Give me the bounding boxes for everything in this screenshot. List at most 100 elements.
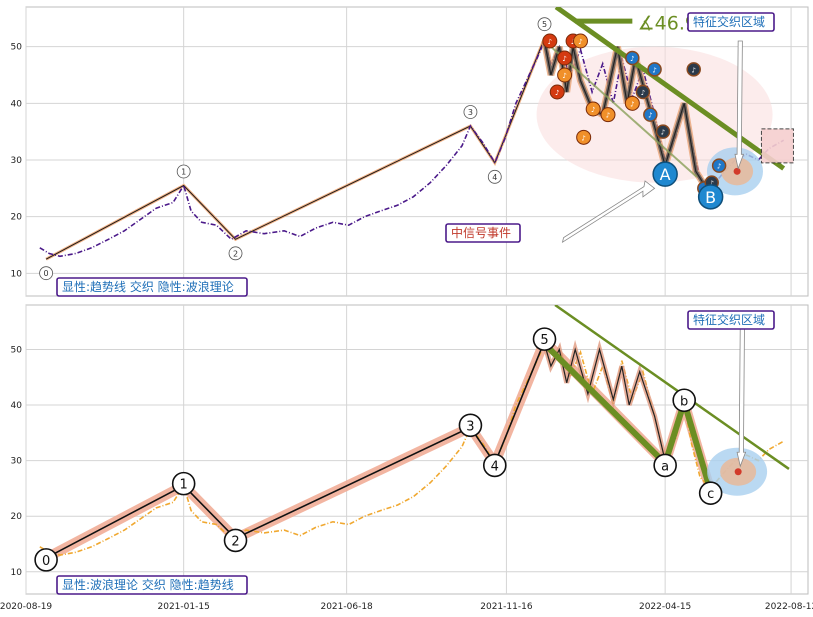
wave-label-marker bbox=[653, 453, 677, 478]
wave-letter-marker bbox=[697, 184, 724, 210]
orange-signal-glyph: ♪ bbox=[548, 38, 552, 46]
orange-signal-glyph: ♪ bbox=[606, 112, 610, 120]
trendline-thick-a bbox=[542, 341, 668, 466]
signal-line bbox=[543, 343, 666, 461]
zone-label-box bbox=[687, 310, 775, 330]
wave-label-marker bbox=[34, 548, 58, 572]
blue-signal-marker bbox=[711, 158, 727, 173]
blue-signal-glyph: ♪ bbox=[691, 66, 695, 74]
x-tick-label: 2022-04-15 bbox=[639, 602, 691, 612]
blue-signal-glyph: ♪ bbox=[717, 163, 721, 171]
orange-signal-glyph: ♪ bbox=[591, 106, 595, 114]
wave-number-marker bbox=[228, 246, 243, 261]
orange-signal-marker bbox=[572, 33, 588, 49]
trendline-thick-b bbox=[662, 401, 688, 465]
x-tick-label: 2020-08-19 bbox=[0, 602, 52, 612]
blue-signal-marker bbox=[647, 62, 662, 77]
orange-signal-marker bbox=[557, 67, 573, 83]
wave-label: 2 bbox=[231, 534, 239, 549]
orange-signal-marker bbox=[600, 107, 616, 123]
plot-inner: 0 1 2 3 4 5 a b c bbox=[34, 305, 790, 572]
blue-signal-glyph: ♪ bbox=[630, 55, 634, 63]
wave-number-marker bbox=[537, 17, 552, 32]
x-tick-label: 2021-11-16 bbox=[480, 602, 533, 612]
blue-signal-marker bbox=[655, 124, 671, 139]
wave-label: 1 bbox=[180, 478, 188, 493]
y-tick-label: 50 bbox=[11, 345, 23, 355]
legend-box bbox=[56, 575, 248, 595]
blue-signal-glyph: ♪ bbox=[648, 112, 652, 120]
y-tick-label: 20 bbox=[11, 512, 23, 522]
y-tick-label: 40 bbox=[11, 401, 23, 411]
blue-signal-glyph: ♪ bbox=[709, 180, 713, 188]
trendline-inner bbox=[543, 40, 698, 178]
wave-label-marker bbox=[532, 327, 557, 351]
orange-signal-glyph: ♪ bbox=[630, 100, 634, 108]
orange-signal-glyph: ♪ bbox=[555, 89, 559, 97]
trendline-main bbox=[554, 7, 786, 171]
wave-number-label: 4 bbox=[492, 173, 497, 182]
legend-box bbox=[56, 277, 248, 297]
wave-letter-label: B bbox=[705, 188, 716, 207]
wave-letter-label: A bbox=[660, 165, 671, 184]
wave-label-marker bbox=[698, 481, 723, 505]
wave-label: 3 bbox=[466, 419, 474, 434]
wave-label: 5 bbox=[540, 333, 548, 348]
mid-signal-label: 中信号事件 bbox=[451, 225, 511, 240]
blue-signal-marker bbox=[625, 50, 640, 66]
zone-arrow bbox=[736, 321, 747, 468]
wave-number-marker bbox=[487, 169, 502, 184]
blue-signal-marker bbox=[686, 62, 701, 77]
y-tick-label: 10 bbox=[11, 568, 23, 578]
wave-number-label: 2 bbox=[233, 249, 238, 258]
wave-label: 4 bbox=[491, 459, 499, 474]
y-tick-label: 50 bbox=[11, 43, 23, 53]
blue-signal-glyph: ♪ bbox=[652, 66, 656, 74]
y-tick-label: 30 bbox=[11, 156, 23, 166]
blue-signal-marker bbox=[643, 107, 658, 122]
wave-label-marker bbox=[482, 453, 507, 478]
orange-signal-marker bbox=[585, 101, 601, 117]
wave-number-label: 5 bbox=[542, 20, 547, 29]
legend-text: 显性:波浪理论 交织 隐性:趋势线 bbox=[62, 577, 234, 592]
wave-number-label: 0 bbox=[44, 269, 49, 278]
wave-label-marker bbox=[672, 388, 696, 413]
dashed-zone-box bbox=[760, 128, 794, 164]
blue-signal-marker bbox=[635, 84, 651, 100]
blue-signal-glyph: ♪ bbox=[661, 129, 665, 137]
wave-letter-marker bbox=[652, 161, 678, 187]
trendline-upper bbox=[554, 305, 790, 470]
y-tick-label: 40 bbox=[11, 99, 23, 109]
zone-arrow bbox=[734, 40, 745, 170]
x-tick-label: 2021-01-15 bbox=[158, 602, 210, 612]
orange-signal-marker bbox=[624, 95, 640, 111]
orange-signal-marker bbox=[542, 33, 558, 49]
wave-number-label: 1 bbox=[181, 168, 186, 177]
zone-label: 特征交织区域 bbox=[693, 14, 765, 29]
trendline-thick-c bbox=[681, 401, 714, 493]
wave-number-marker bbox=[176, 164, 191, 179]
orange-signal-marker bbox=[549, 84, 565, 100]
mid-signal-arrow bbox=[561, 180, 656, 244]
wave-number-marker bbox=[463, 105, 478, 119]
zone-blob-core bbox=[734, 468, 742, 476]
orange-signal-glyph: ♪ bbox=[578, 38, 582, 46]
wave-label: b bbox=[680, 394, 688, 409]
y-tick-label: 10 bbox=[11, 269, 23, 279]
y-tick-label: 20 bbox=[11, 213, 23, 223]
panel-top: 1020304050♪♪♪♪♪♪♪♪♪♪♪♪♪♪♪♪♪♪♪AB012345∡46… bbox=[11, 6, 809, 297]
mid-signal-box bbox=[445, 223, 521, 243]
orange-signal-glyph: ♪ bbox=[562, 72, 566, 80]
zone-label: 特征交织区域 bbox=[693, 312, 765, 327]
wave-number-label: 3 bbox=[468, 108, 473, 117]
orange-signal-glyph: ♪ bbox=[581, 134, 585, 142]
zone-blob-core bbox=[733, 167, 741, 175]
blue-signal-glyph: ♪ bbox=[641, 89, 645, 97]
orange-signal-glyph: ♪ bbox=[562, 55, 566, 63]
legend-text: 显性:趋势线 交织 隐性:波浪理论 bbox=[62, 279, 234, 294]
wave-label: c bbox=[707, 487, 714, 502]
wave-label-marker bbox=[458, 413, 483, 438]
